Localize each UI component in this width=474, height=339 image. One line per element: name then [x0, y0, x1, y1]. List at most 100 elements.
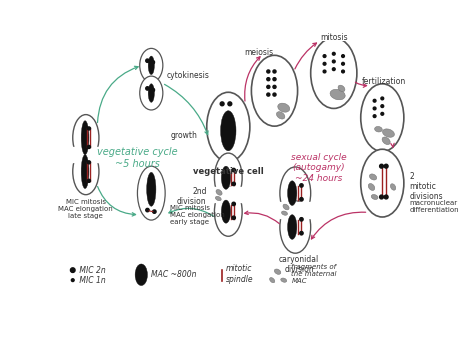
- Circle shape: [146, 208, 149, 212]
- Circle shape: [342, 70, 345, 73]
- Ellipse shape: [330, 89, 345, 100]
- Ellipse shape: [383, 129, 394, 137]
- Ellipse shape: [270, 278, 275, 283]
- Circle shape: [232, 216, 236, 219]
- Circle shape: [232, 182, 236, 185]
- Text: MAC ~800n: MAC ~800n: [151, 270, 197, 279]
- Ellipse shape: [81, 121, 89, 155]
- Circle shape: [153, 210, 156, 213]
- Circle shape: [273, 93, 276, 96]
- Text: MIC 2n: MIC 2n: [77, 266, 106, 275]
- Ellipse shape: [280, 201, 310, 253]
- Circle shape: [273, 85, 276, 88]
- Ellipse shape: [288, 181, 297, 205]
- Ellipse shape: [283, 204, 289, 210]
- Ellipse shape: [382, 137, 390, 144]
- Ellipse shape: [288, 215, 297, 239]
- Circle shape: [380, 195, 383, 199]
- Circle shape: [342, 62, 345, 65]
- Circle shape: [300, 232, 303, 235]
- Circle shape: [228, 102, 232, 106]
- Text: caryonidal
division: caryonidal division: [279, 255, 319, 274]
- Circle shape: [267, 85, 270, 88]
- Circle shape: [87, 179, 91, 182]
- Circle shape: [267, 78, 270, 81]
- Circle shape: [72, 279, 74, 281]
- Text: fertilization: fertilization: [362, 77, 406, 86]
- Ellipse shape: [140, 48, 163, 82]
- Circle shape: [380, 164, 383, 168]
- Ellipse shape: [361, 84, 404, 152]
- Circle shape: [332, 68, 335, 71]
- Ellipse shape: [361, 149, 404, 217]
- Ellipse shape: [207, 92, 250, 162]
- Ellipse shape: [73, 115, 99, 161]
- Circle shape: [373, 99, 376, 102]
- Ellipse shape: [310, 38, 357, 108]
- Ellipse shape: [137, 166, 165, 220]
- Circle shape: [381, 113, 383, 115]
- Ellipse shape: [338, 85, 345, 92]
- Text: 2nd
division: 2nd division: [177, 187, 207, 206]
- Ellipse shape: [276, 112, 285, 119]
- Ellipse shape: [215, 196, 221, 201]
- Ellipse shape: [221, 200, 231, 223]
- Ellipse shape: [251, 55, 298, 126]
- Circle shape: [220, 102, 224, 106]
- Circle shape: [151, 61, 155, 64]
- Circle shape: [87, 145, 91, 148]
- Ellipse shape: [148, 56, 155, 75]
- Ellipse shape: [214, 187, 242, 236]
- Ellipse shape: [369, 174, 377, 180]
- Ellipse shape: [81, 155, 89, 188]
- Circle shape: [87, 127, 91, 130]
- Text: sexual cycle
(autogamy)
~24 hours: sexual cycle (autogamy) ~24 hours: [291, 153, 346, 183]
- Circle shape: [373, 115, 376, 118]
- Text: mitosis: mitosis: [320, 33, 347, 42]
- Circle shape: [373, 107, 376, 110]
- Ellipse shape: [280, 167, 310, 219]
- Circle shape: [267, 70, 270, 73]
- Text: MIC 1n: MIC 1n: [77, 276, 106, 285]
- Text: mitotic
spindle: mitotic spindle: [226, 264, 254, 284]
- Circle shape: [342, 55, 345, 58]
- Circle shape: [273, 78, 276, 81]
- Ellipse shape: [368, 183, 375, 191]
- Ellipse shape: [391, 184, 396, 190]
- Text: MIC mitosis
MAC elongation
early stage: MIC mitosis MAC elongation early stage: [170, 205, 225, 225]
- Ellipse shape: [278, 103, 290, 112]
- Text: fragments of
the maternal
MAC: fragments of the maternal MAC: [292, 264, 337, 284]
- Ellipse shape: [73, 148, 99, 195]
- Text: meiosis: meiosis: [245, 48, 273, 57]
- Circle shape: [87, 161, 91, 164]
- Circle shape: [381, 97, 383, 100]
- Ellipse shape: [214, 153, 242, 202]
- Circle shape: [323, 62, 326, 65]
- Circle shape: [146, 59, 149, 62]
- Text: growth: growth: [171, 131, 198, 140]
- Circle shape: [384, 164, 388, 168]
- Ellipse shape: [281, 278, 287, 282]
- Circle shape: [273, 70, 276, 73]
- Circle shape: [232, 202, 236, 206]
- Circle shape: [146, 87, 149, 90]
- Ellipse shape: [140, 76, 163, 110]
- Circle shape: [300, 198, 303, 201]
- Circle shape: [332, 53, 335, 55]
- Circle shape: [151, 88, 155, 92]
- Circle shape: [232, 168, 236, 172]
- Circle shape: [300, 218, 303, 221]
- Circle shape: [332, 60, 335, 63]
- Ellipse shape: [135, 264, 147, 285]
- Circle shape: [267, 93, 270, 96]
- Circle shape: [384, 195, 388, 199]
- Ellipse shape: [282, 211, 287, 215]
- Circle shape: [381, 105, 383, 107]
- Circle shape: [300, 184, 303, 187]
- Ellipse shape: [148, 84, 155, 102]
- Ellipse shape: [221, 166, 231, 189]
- Ellipse shape: [216, 190, 222, 195]
- Text: cytokinesis: cytokinesis: [167, 72, 210, 80]
- Circle shape: [323, 70, 326, 73]
- Text: vegetative cycle
~5 hours: vegetative cycle ~5 hours: [97, 147, 178, 168]
